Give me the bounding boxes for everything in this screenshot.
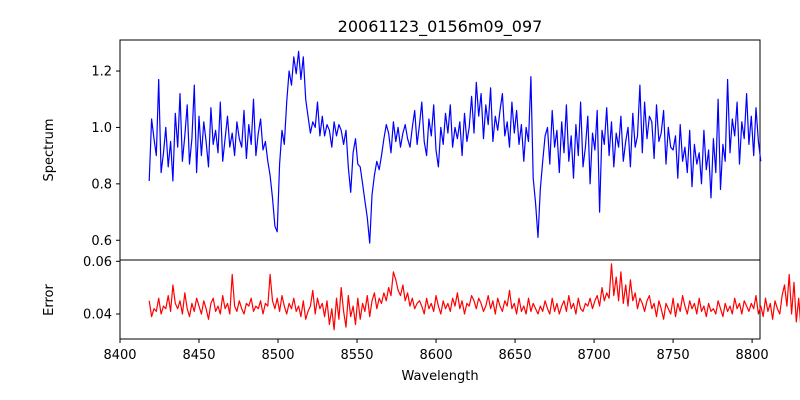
xtick-label: 8750 xyxy=(657,348,690,363)
error-ytick-label: 0.04 xyxy=(83,307,112,322)
xtick-label: 8550 xyxy=(340,348,373,363)
spectrum-panel: 0.6 0.8 1.0 1.2 xyxy=(91,50,762,249)
x-axis-label: Wavelength xyxy=(401,369,478,384)
xtick-label: 8700 xyxy=(578,348,611,363)
spectrum-series-line xyxy=(148,50,762,244)
error-panel: 0.04 0.06 xyxy=(83,255,800,331)
xtick-label: 8500 xyxy=(261,348,294,363)
xtick-label: 8800 xyxy=(736,348,769,363)
xtick-label: 8400 xyxy=(103,348,136,363)
xtick-label: 8600 xyxy=(420,348,453,363)
spectrum-ytick-label: 0.8 xyxy=(91,177,112,192)
spectrum-ytick-label: 1.2 xyxy=(91,65,112,80)
xtick-label: 8650 xyxy=(499,348,532,363)
spectrum-ytick-label: 0.6 xyxy=(91,234,112,249)
xtick-label: 8450 xyxy=(182,348,215,363)
spectrum-ytick-label: 1.0 xyxy=(91,121,112,136)
spectrum-y-label: Spectrum xyxy=(42,119,57,182)
error-y-label: Error xyxy=(42,284,57,316)
x-axis: 8400 8450 8500 8550 8600 8650 8700 8750 8800 xyxy=(103,339,769,363)
error-series-line xyxy=(148,263,800,331)
error-ytick-label: 0.06 xyxy=(83,255,112,270)
chart-title: 20061123_0156m09_097 xyxy=(338,17,543,37)
error-panel-frame xyxy=(119,259,761,340)
